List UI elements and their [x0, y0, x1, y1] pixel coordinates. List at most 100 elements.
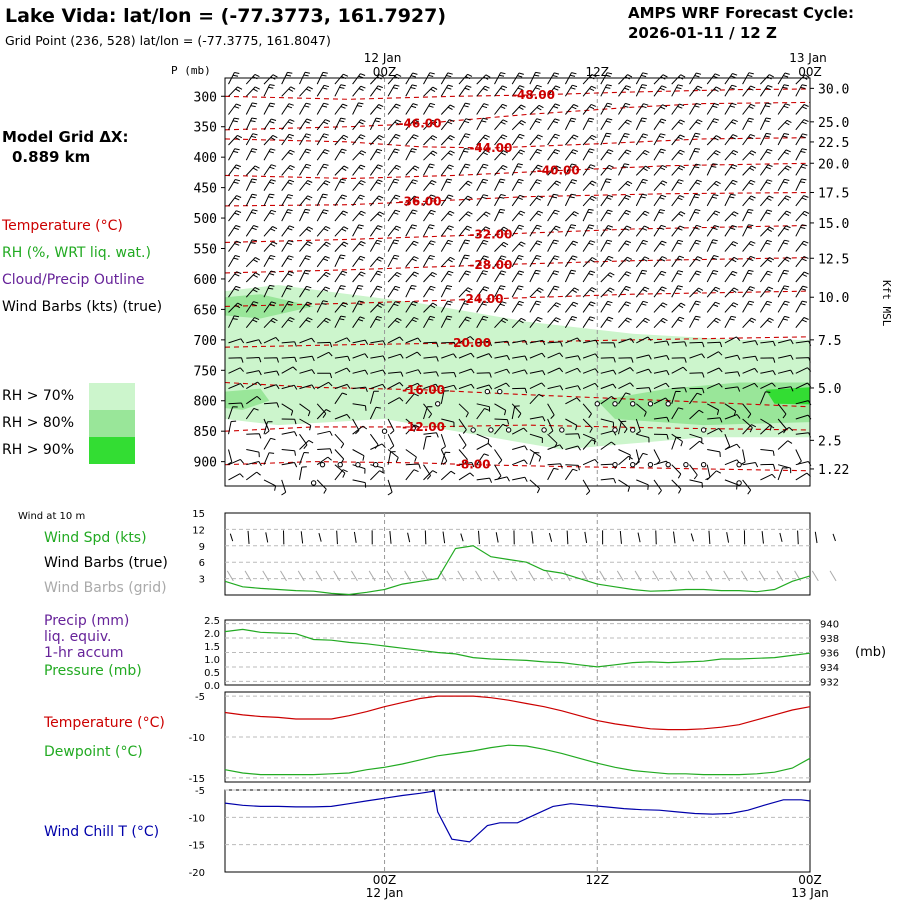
- surface-wind-barb-grid: [386, 570, 394, 582]
- wind-barb: [316, 193, 328, 207]
- wind-barb: [369, 239, 382, 252]
- wind-barb: [370, 340, 386, 346]
- cloud-marker: [683, 461, 689, 468]
- wind-barb: [245, 117, 257, 131]
- wind-barb: [706, 194, 719, 207]
- wind-barb: [777, 300, 790, 313]
- wind-barb: [228, 338, 245, 344]
- wind-barb: [387, 317, 402, 329]
- wind-barb: [706, 225, 720, 237]
- wind-barb: [759, 164, 773, 176]
- temp-panel-legend-dewpoint: Dewpoint (°C): [44, 744, 143, 760]
- wind-barb: [653, 286, 667, 298]
- wind-speed-tick-label: 3: [199, 575, 205, 586]
- wind-barb: [494, 208, 506, 222]
- wind-barb: [281, 317, 295, 329]
- wind-barb: [671, 103, 685, 115]
- wind-barb: [405, 301, 418, 313]
- wind-barb: [795, 195, 809, 207]
- wind-barb: [582, 180, 597, 192]
- surface-wind-barb-grid: [758, 570, 766, 582]
- wind-barb: [440, 135, 455, 146]
- wind-barb: [317, 448, 333, 454]
- wind-barb: [387, 209, 401, 222]
- surface-wind-barb-grid: [404, 570, 412, 582]
- surface-wind-barb-grid: [315, 570, 323, 582]
- wind-barb: [511, 241, 526, 252]
- wind-barb: [742, 367, 759, 374]
- wind-barb: [369, 148, 383, 161]
- wind-barb: [689, 256, 703, 268]
- legend-cloud: Cloud/Precip Outline: [2, 272, 145, 288]
- wind-barb: [263, 301, 277, 313]
- wind-barb: [405, 165, 420, 176]
- wind-barb: [228, 357, 244, 363]
- wind-barb: [423, 403, 433, 419]
- wind-barb: [511, 427, 528, 435]
- wind-barb: [423, 285, 436, 298]
- wind-barb: [618, 133, 630, 146]
- wind-barb: [423, 194, 436, 207]
- wind-barb: [263, 370, 280, 376]
- surface-wind-barb-grid: [475, 570, 482, 582]
- wind-barb: [689, 270, 702, 283]
- temperature-line: [224, 695, 811, 731]
- wind-barb: [742, 103, 756, 115]
- wind-barb: [494, 285, 506, 298]
- wind-barb: [423, 240, 436, 252]
- wind-barb: [547, 255, 560, 268]
- wind-barb: [334, 134, 349, 146]
- wind-barb: [547, 418, 554, 435]
- wind-barb: [529, 352, 546, 359]
- wind-barb: [440, 451, 451, 465]
- wind-barb: [299, 133, 312, 146]
- wind-barb: [635, 84, 647, 97]
- wind-barb: [458, 383, 475, 390]
- wind-barb: [263, 148, 276, 161]
- wind-barb: [547, 317, 561, 329]
- wind-barb: [387, 133, 401, 146]
- wind-barb: [635, 117, 647, 131]
- cloud-marker: [612, 427, 618, 433]
- wind-barb: [316, 286, 330, 298]
- wind-barb: [458, 211, 473, 222]
- wind-barb: [476, 117, 488, 131]
- wind-barb: [582, 270, 596, 283]
- wind-barb: [316, 317, 331, 329]
- wind-barb: [671, 436, 682, 450]
- wind-barb: [689, 132, 701, 146]
- wind-barb: [352, 316, 365, 328]
- wind-barb: [405, 195, 420, 207]
- wind-barb: [760, 370, 776, 376]
- top-date-label: 13 Jan: [789, 51, 827, 65]
- wind-barb: [263, 255, 276, 268]
- wind-barb: [724, 164, 738, 176]
- wind-barb: [600, 225, 613, 237]
- surface-wind-barb-grid: [350, 570, 358, 582]
- wind-barb: [600, 209, 613, 222]
- wind-barb: [476, 315, 489, 328]
- model-grid-value: 0.889 km: [12, 148, 90, 166]
- wind-barb: [689, 315, 701, 328]
- wind-barb: [494, 103, 508, 115]
- grid-point-label: Grid Point (236, 528) lat/lon = (-77.377…: [5, 33, 331, 48]
- surface-wind-barb-true: [460, 533, 464, 542]
- wind-barb: [440, 210, 455, 222]
- wind-barb: [281, 164, 295, 176]
- wind-barb: [582, 301, 596, 313]
- wind-barb: [689, 179, 702, 191]
- top-time-label: 12Z: [586, 65, 610, 79]
- wind-barb: [316, 351, 333, 359]
- wind-barb: [281, 255, 294, 268]
- wind-barb: [334, 392, 348, 405]
- cloud-marker: [647, 461, 654, 468]
- wind-barb: [281, 119, 295, 131]
- wind-barb: [245, 86, 260, 97]
- pressure-tick-label: 650: [194, 303, 217, 318]
- wind-barb: [706, 382, 723, 390]
- wind-barb: [706, 86, 721, 97]
- wind-barb: [334, 433, 345, 449]
- wind-barb: [582, 316, 596, 328]
- wind-barb: [777, 369, 794, 375]
- wind-barb: [795, 119, 809, 131]
